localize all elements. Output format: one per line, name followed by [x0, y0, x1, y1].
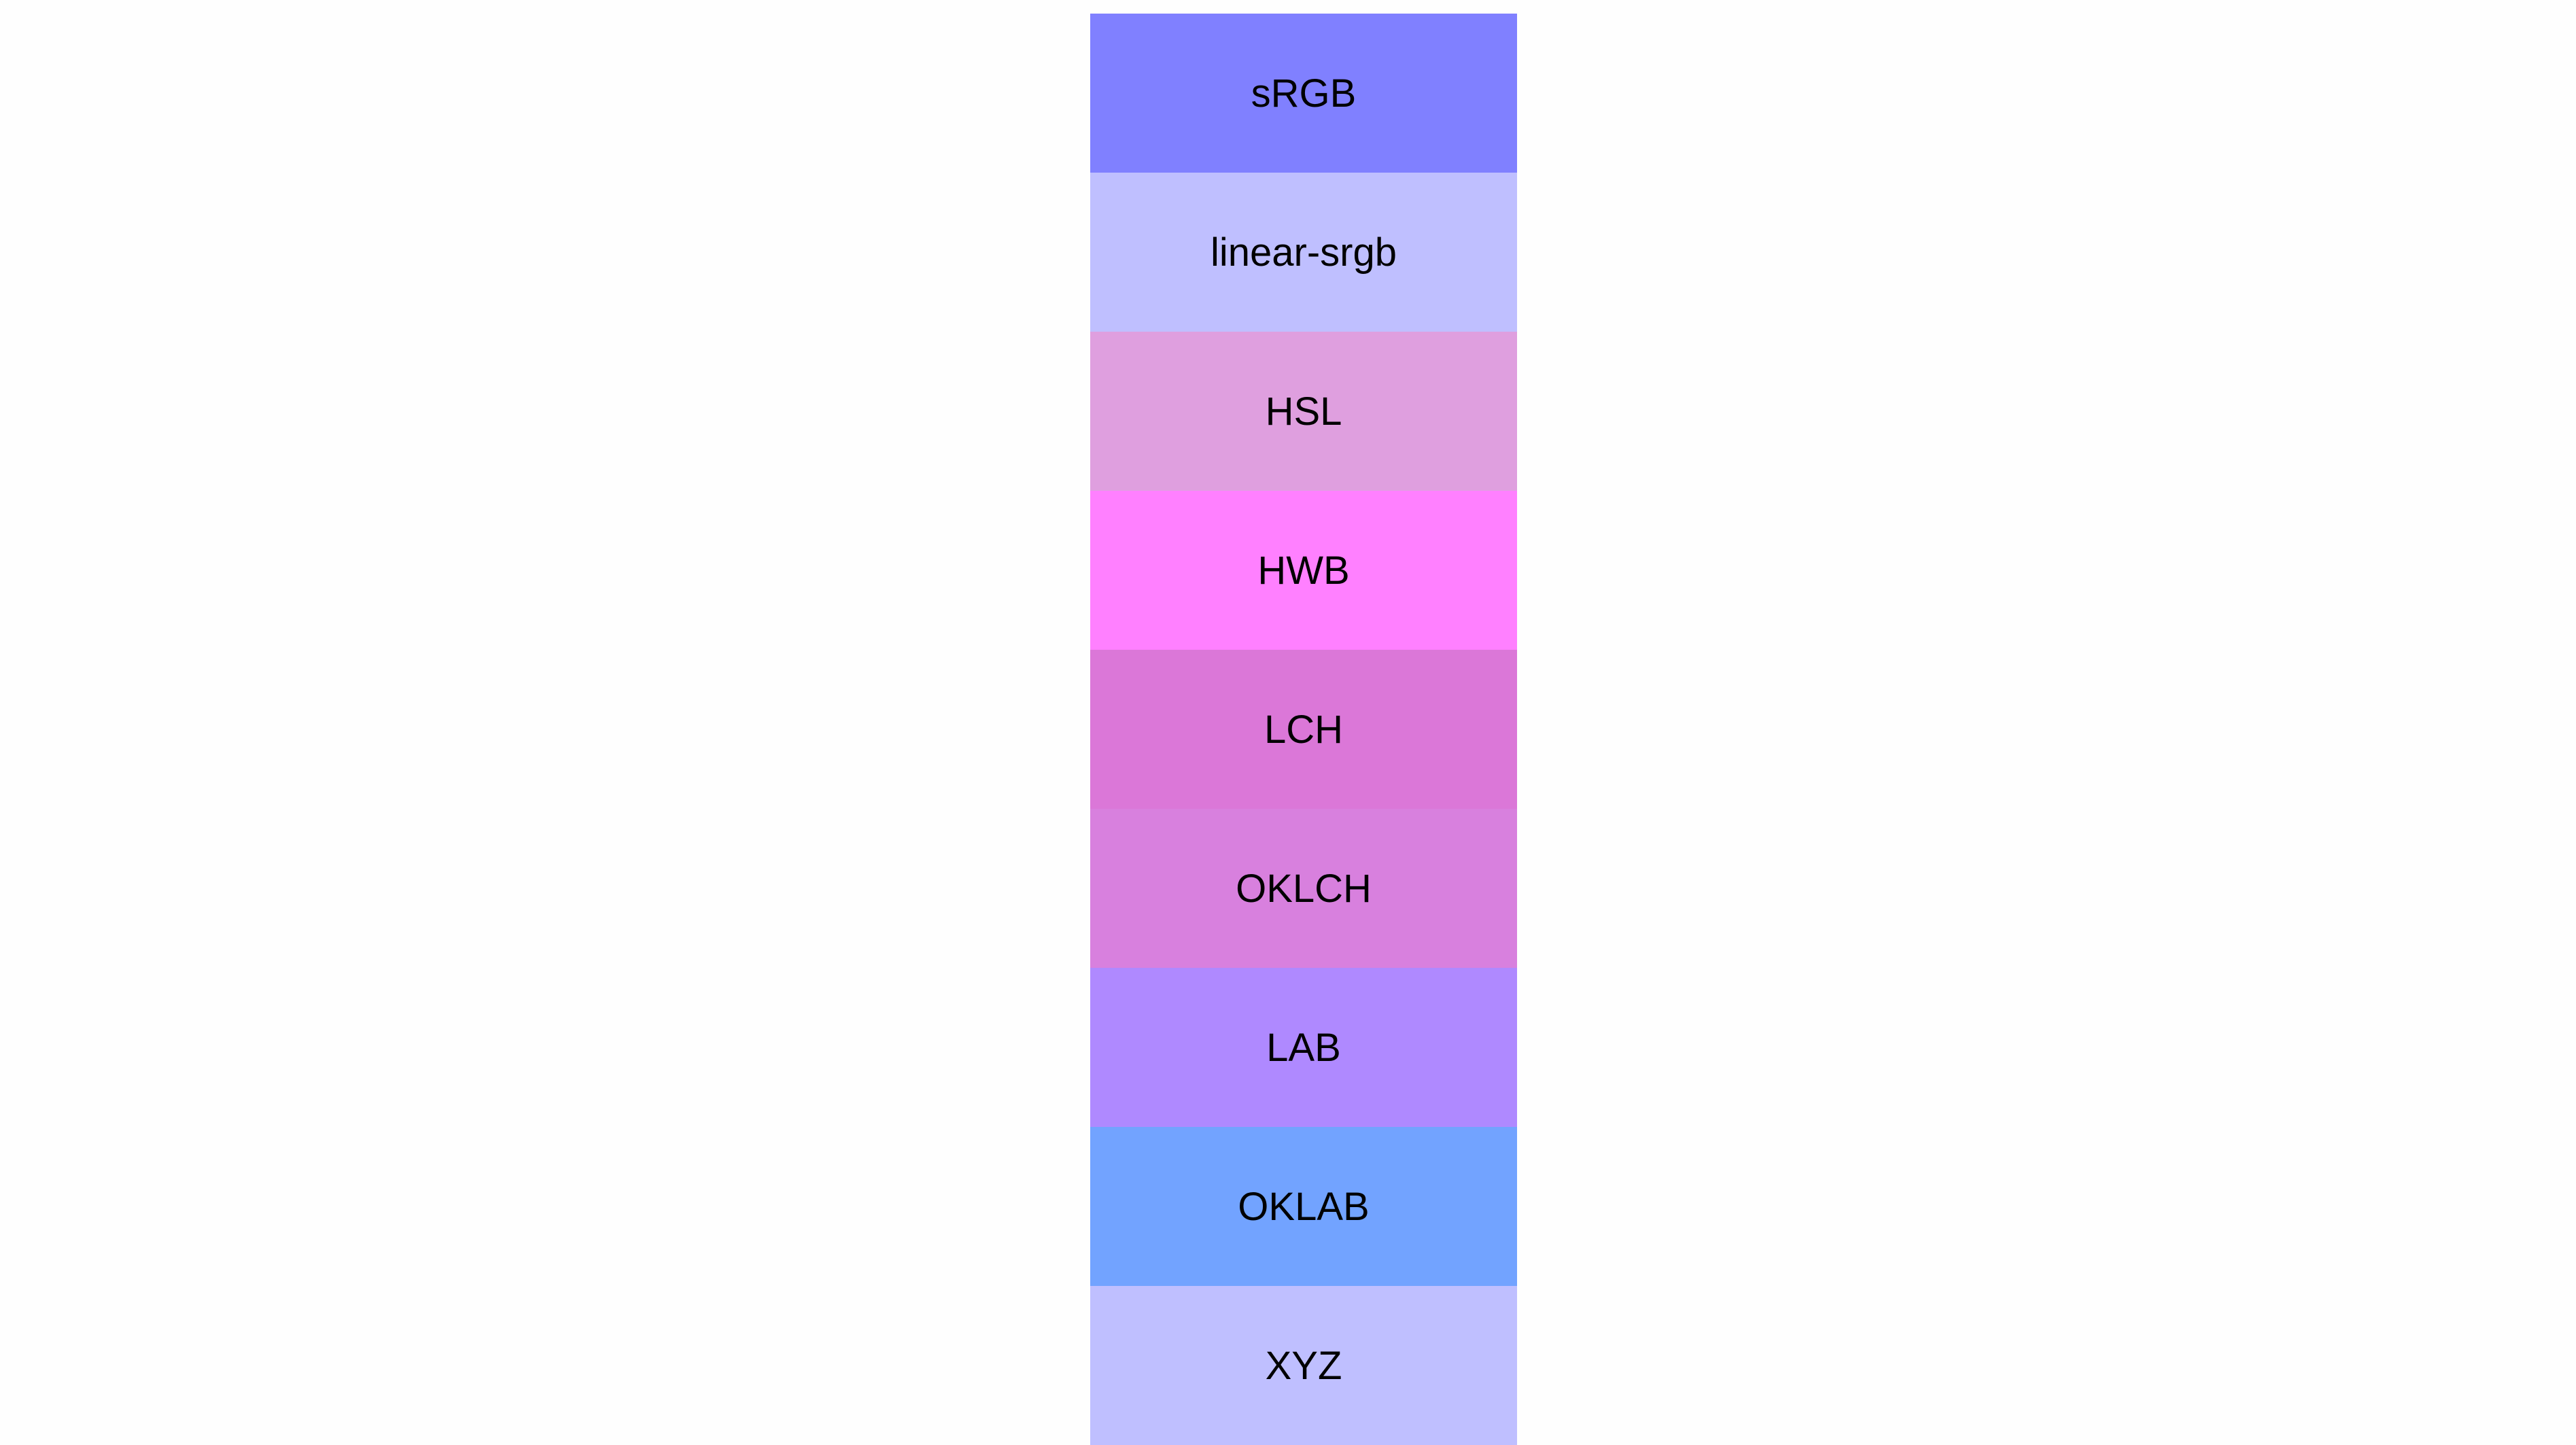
- swatch-label: sRGB: [1251, 71, 1357, 116]
- swatch-label: linear-srgb: [1211, 230, 1397, 275]
- swatch-linear-srgb: linear-srgb: [1090, 173, 1517, 332]
- swatch-oklab: OKLAB: [1090, 1127, 1517, 1286]
- swatch-label: OKLCH: [1236, 866, 1372, 911]
- swatch-label: HWB: [1257, 548, 1350, 593]
- swatch-lch: LCH: [1090, 650, 1517, 809]
- swatch-label: HSL: [1265, 389, 1342, 434]
- swatch-hsl: HSL: [1090, 332, 1517, 491]
- swatch-oklch: OKLCH: [1090, 809, 1517, 968]
- swatch-xyz: XYZ: [1090, 1286, 1517, 1445]
- swatch-label: XYZ: [1265, 1343, 1342, 1388]
- swatch-label: LCH: [1264, 707, 1344, 752]
- swatch-label: LAB: [1266, 1025, 1341, 1070]
- swatch-lab: LAB: [1090, 968, 1517, 1127]
- color-space-swatch-stack: sRGB linear-srgb HSL HWB LCH OKLCH LAB O…: [1090, 14, 1517, 1445]
- swatch-label: OKLAB: [1238, 1184, 1370, 1229]
- swatch-hwb: HWB: [1090, 491, 1517, 650]
- swatch-srgb: sRGB: [1090, 14, 1517, 173]
